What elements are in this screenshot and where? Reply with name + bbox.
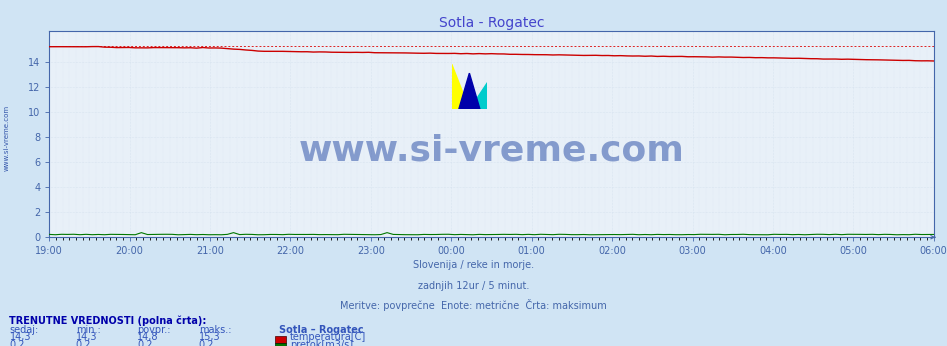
Text: maks.:: maks.: (199, 325, 231, 335)
Text: povpr.:: povpr.: (137, 325, 170, 335)
Text: sedaj:: sedaj: (9, 325, 39, 335)
Text: 0,2: 0,2 (76, 340, 91, 346)
Text: Meritve: povprečne  Enote: metrične  Črta: maksimum: Meritve: povprečne Enote: metrične Črta:… (340, 299, 607, 311)
Text: 0,2: 0,2 (9, 340, 25, 346)
Text: 14,3: 14,3 (9, 333, 31, 343)
Text: www.si-vreme.com: www.si-vreme.com (4, 105, 9, 172)
Text: zadnjih 12ur / 5 minut.: zadnjih 12ur / 5 minut. (418, 281, 529, 291)
Text: 0,2: 0,2 (199, 340, 214, 346)
Text: Sotla – Rogatec: Sotla – Rogatec (279, 325, 364, 335)
Text: pretok[m3/s]: pretok[m3/s] (290, 340, 353, 346)
Text: min.:: min.: (76, 325, 100, 335)
Text: 15,3: 15,3 (199, 333, 221, 343)
Text: Slovenija / reke in morje.: Slovenija / reke in morje. (413, 260, 534, 270)
Text: temperatura[C]: temperatura[C] (290, 333, 366, 343)
Text: www.si-vreme.com: www.si-vreme.com (298, 134, 685, 167)
Text: TRENUTNE VREDNOSTI (polna črta):: TRENUTNE VREDNOSTI (polna črta): (9, 315, 206, 326)
Text: 14,8: 14,8 (137, 333, 159, 343)
Text: 14,3: 14,3 (76, 333, 98, 343)
Text: 0,2: 0,2 (137, 340, 152, 346)
Title: Sotla - Rogatec: Sotla - Rogatec (438, 16, 545, 30)
